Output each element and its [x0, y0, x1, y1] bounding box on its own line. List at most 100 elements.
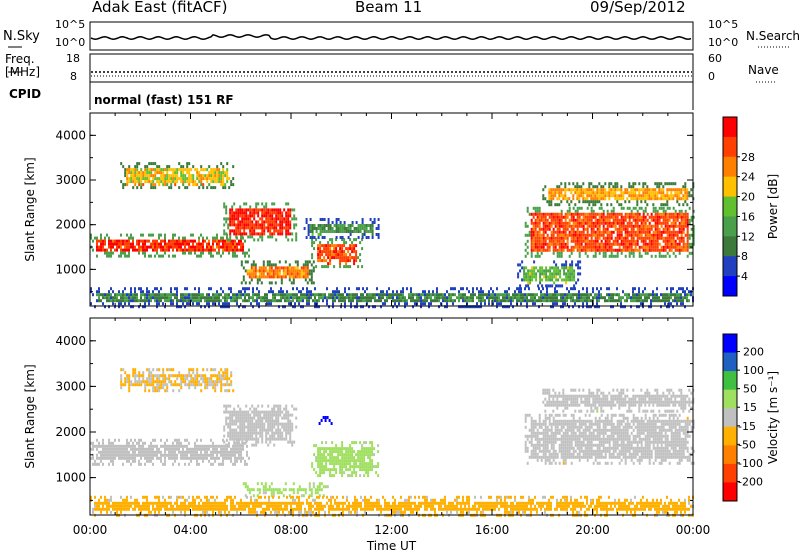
data-cell — [280, 296, 282, 300]
data-cell — [576, 224, 579, 228]
data-cell — [644, 227, 647, 231]
data-cell — [124, 293, 126, 297]
data-cell — [654, 299, 656, 303]
data-cell — [620, 188, 623, 192]
data-cell — [214, 239, 216, 243]
data-cell — [436, 287, 438, 291]
nave-tick-bottom: 0 — [708, 70, 715, 83]
data-cell — [242, 248, 244, 252]
data-cell — [212, 456, 214, 460]
data-cell — [249, 235, 252, 239]
data-cell — [620, 302, 622, 306]
data-cell — [92, 441, 94, 445]
data-cell — [688, 236, 691, 240]
data-cell — [208, 248, 210, 252]
data-cell — [184, 438, 186, 442]
data-cell — [224, 299, 226, 303]
data-cell — [357, 265, 360, 269]
data-cell — [364, 290, 366, 294]
data-cell — [170, 177, 173, 181]
data-cell — [678, 191, 681, 195]
data-cell — [568, 233, 571, 237]
data-cell — [225, 404, 228, 408]
data-cell — [206, 453, 208, 457]
data-cell — [424, 302, 426, 306]
data-cell — [184, 177, 187, 181]
data-cell — [136, 186, 139, 190]
data-cell — [182, 183, 185, 187]
data-cell — [341, 236, 344, 239]
data-cell — [178, 444, 180, 448]
data-cell — [335, 236, 338, 239]
data-cell — [188, 450, 190, 454]
data-cell — [624, 305, 626, 309]
data-cell — [261, 437, 264, 441]
data-cell — [660, 248, 663, 252]
data-cell — [132, 305, 134, 309]
data-cell — [182, 447, 184, 451]
data-cell — [126, 299, 128, 303]
data-cell — [160, 438, 162, 442]
data-cell — [271, 416, 274, 420]
data-cell — [274, 293, 276, 297]
data-cell — [134, 453, 136, 457]
data-cell — [604, 197, 607, 201]
data-cell — [233, 211, 236, 215]
data-cell — [678, 299, 680, 303]
data-cell — [108, 242, 110, 246]
data-cell — [172, 233, 174, 237]
data-cell — [186, 287, 188, 291]
data-cell — [222, 177, 225, 181]
data-cell — [680, 188, 683, 192]
data-cell — [256, 287, 258, 291]
data-cell — [247, 431, 250, 435]
data-cell — [678, 197, 681, 201]
data-cell — [244, 239, 246, 243]
data-cell — [247, 434, 250, 438]
data-cell — [260, 269, 263, 273]
data-cell — [268, 269, 271, 273]
data-cell — [686, 245, 689, 249]
data-cell — [200, 305, 202, 309]
data-cell — [390, 296, 392, 300]
data-cell — [650, 191, 653, 195]
data-cell — [263, 211, 266, 215]
data-cell — [312, 260, 315, 264]
data-cell — [243, 419, 246, 423]
data-cell — [618, 293, 620, 297]
data-cell — [142, 290, 144, 294]
data-cell — [180, 177, 183, 181]
data-cell — [592, 287, 594, 291]
data-cell — [226, 453, 228, 457]
data-cell — [223, 202, 226, 206]
data-cell — [278, 266, 281, 270]
data-cell — [241, 419, 244, 423]
data-cell — [576, 233, 579, 237]
data-cell — [368, 296, 370, 300]
data-cell — [256, 275, 259, 279]
data-cell — [148, 299, 150, 303]
data-cell — [154, 186, 157, 190]
data-cell — [152, 186, 155, 190]
data-cell — [90, 456, 92, 460]
data-cell — [592, 296, 594, 300]
data-cell — [572, 215, 575, 219]
data-cell — [351, 221, 354, 224]
data-cell — [222, 462, 224, 466]
data-cell — [258, 290, 260, 294]
data-cell — [630, 230, 633, 234]
data-cell — [248, 248, 250, 252]
data-cell — [200, 438, 202, 442]
data-cell — [250, 272, 253, 276]
data-cell — [570, 287, 572, 291]
data-cell — [336, 296, 338, 300]
data-cell — [198, 254, 200, 258]
data-cell — [279, 211, 282, 215]
data-cell — [578, 299, 580, 303]
data-cell — [94, 236, 96, 240]
data-cell — [554, 293, 556, 297]
data-cell — [654, 188, 657, 192]
data-cell — [588, 218, 591, 222]
y-axis-title: Slant Range [km] — [23, 157, 37, 261]
data-cell — [670, 212, 673, 216]
